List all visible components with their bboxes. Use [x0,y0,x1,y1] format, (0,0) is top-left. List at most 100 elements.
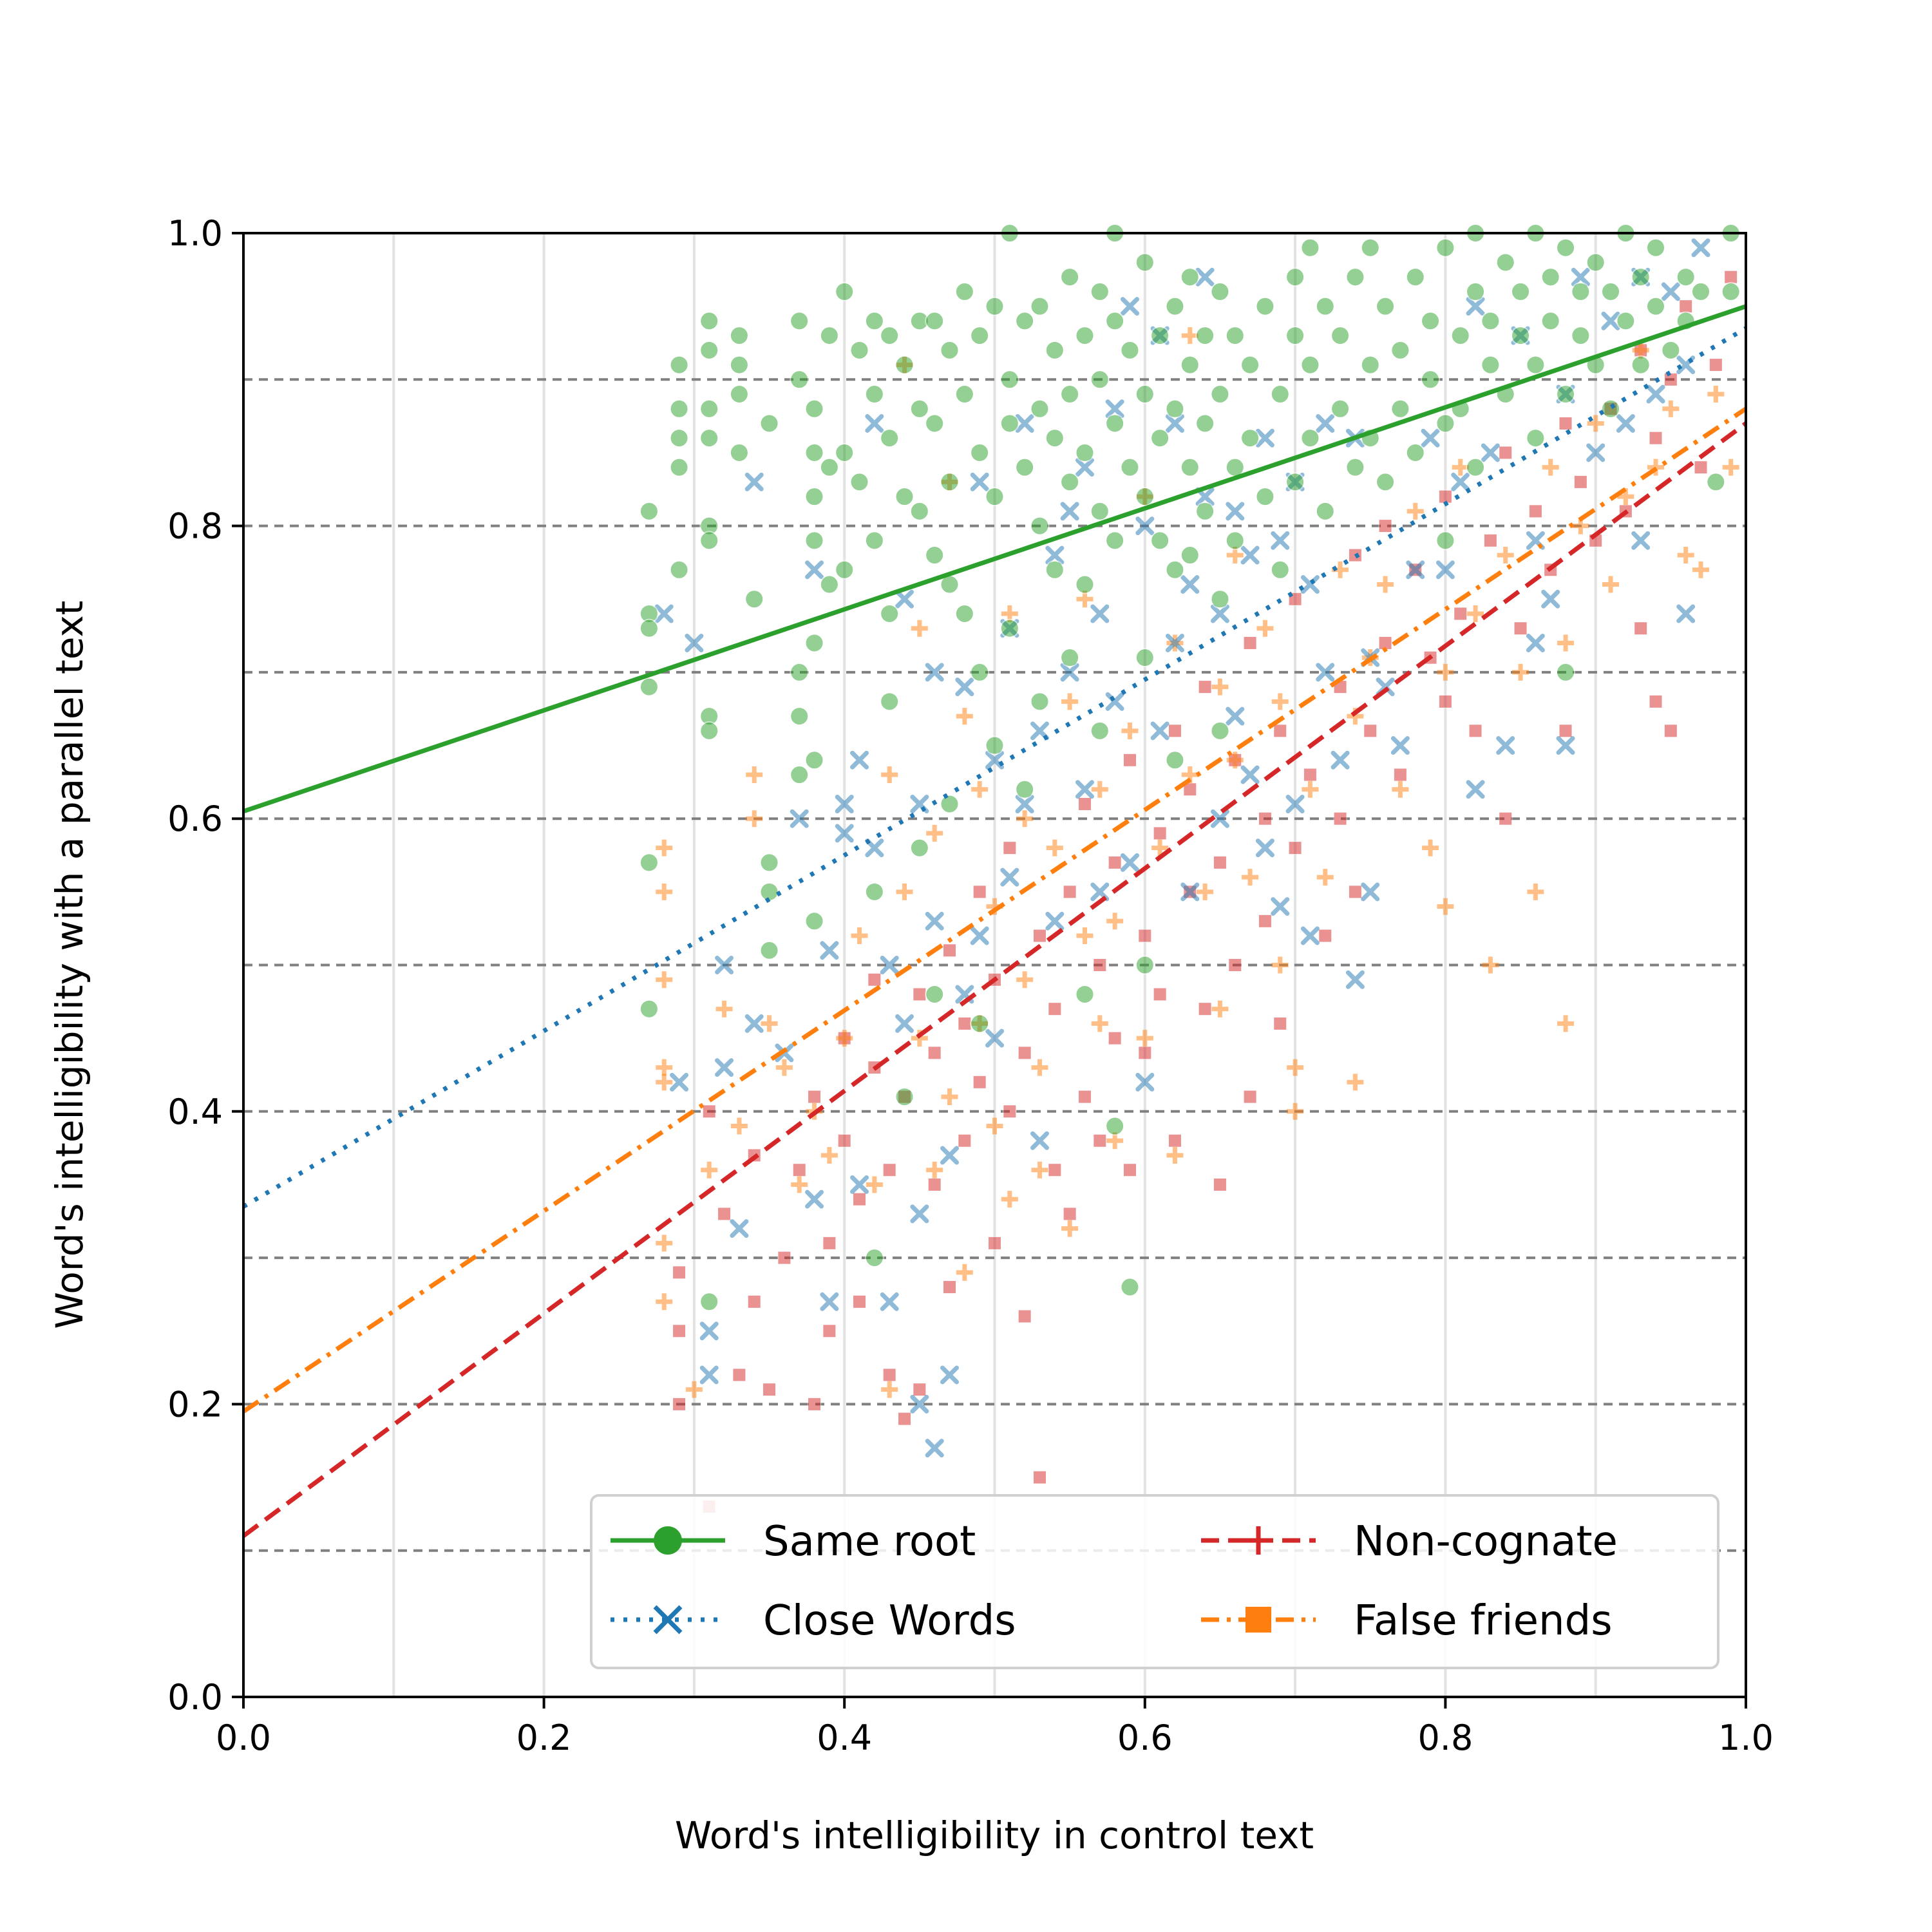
data-point [1482,956,1499,974]
data-point [1120,853,1139,872]
marker-shape [1093,958,1107,972]
data-point [1120,297,1139,316]
marker-shape [1331,399,1350,419]
marker-shape [1256,620,1274,637]
data-point [1003,841,1017,855]
data-point [927,1177,942,1191]
data-point [1060,267,1080,287]
data-point [1076,927,1094,945]
data-point [1077,1090,1092,1104]
marker-shape [1573,475,1587,489]
marker-shape [849,340,869,360]
legend-item: False friends [1201,1597,1613,1645]
marker-shape [759,940,779,960]
marker-shape [1210,281,1230,301]
data-point [1706,472,1726,492]
marker-shape [1180,545,1200,565]
data-point [1195,326,1215,346]
data-point [1240,355,1260,375]
marker-shape [1511,281,1531,301]
marker-shape [1557,1015,1575,1032]
data-point [1556,238,1576,258]
marker-shape [864,882,884,902]
data-point [1421,428,1440,448]
marker-shape [1616,413,1635,433]
marker-shape [853,1192,867,1206]
data-point [1165,750,1185,770]
data-point [1077,797,1092,811]
marker-shape [1691,281,1711,301]
data-point [849,340,869,360]
marker-shape [1557,634,1575,652]
marker-shape [1435,238,1455,258]
data-point [1210,721,1230,741]
data-point [1300,238,1320,258]
data-point [1135,384,1155,404]
data-point [805,1189,824,1209]
marker-shape [1075,458,1094,477]
data-point [1135,955,1155,975]
data-point [1542,459,1559,476]
marker-shape [882,1368,896,1382]
data-point [775,1059,793,1076]
data-point [1285,326,1305,346]
marker-shape [1240,545,1260,565]
marker-shape [1030,1131,1049,1150]
marker-shape [1076,927,1094,945]
marker-shape [940,340,960,360]
data-point [970,926,989,945]
data-point [1211,1000,1229,1018]
data-point [1481,355,1501,375]
data-point [1540,311,1560,331]
marker-shape [1482,956,1499,974]
data-point [1662,400,1680,417]
marker-shape [851,927,868,945]
marker-shape [1228,958,1242,972]
marker-shape [1406,560,1425,580]
data-point [835,281,855,301]
marker-shape [715,956,734,974]
data-point [1000,867,1019,887]
data-point [1438,489,1452,504]
data-point [1151,839,1169,857]
data-point [1273,1016,1287,1030]
data-point [729,355,749,375]
data-point [1030,721,1049,741]
data-point [954,384,974,404]
marker-shape [1300,355,1320,375]
data-point [730,1219,749,1238]
marker-shape [1045,560,1065,580]
marker-shape [804,750,824,770]
marker-shape [1300,428,1320,448]
data-point [1466,457,1486,477]
data-point [895,589,914,609]
data-point [1153,826,1167,840]
data-point [985,296,1005,316]
data-point [1180,355,1200,375]
data-point [835,560,855,580]
marker-shape [1646,238,1666,258]
data-point [656,883,673,900]
data-point [1377,576,1394,593]
marker-shape [1558,724,1573,738]
data-point [866,1176,883,1193]
x-axis-label: Word's intelligibility in control text [675,1814,1314,1857]
marker-shape [1090,281,1110,301]
data-point [1166,1146,1184,1164]
data-point [1422,839,1439,857]
marker-shape [1300,575,1320,594]
marker-shape [762,1383,777,1397]
marker-shape [865,838,884,858]
marker-shape [1526,428,1546,448]
data-point [1331,399,1350,419]
data-point [1243,1090,1257,1104]
marker-shape [1060,502,1079,521]
marker-shape [1195,413,1215,433]
marker-shape [790,662,810,682]
data-point [1316,663,1335,682]
marker-shape [1376,472,1396,492]
marker-shape [639,677,659,697]
data-point [864,1248,884,1268]
marker-shape [909,399,929,419]
